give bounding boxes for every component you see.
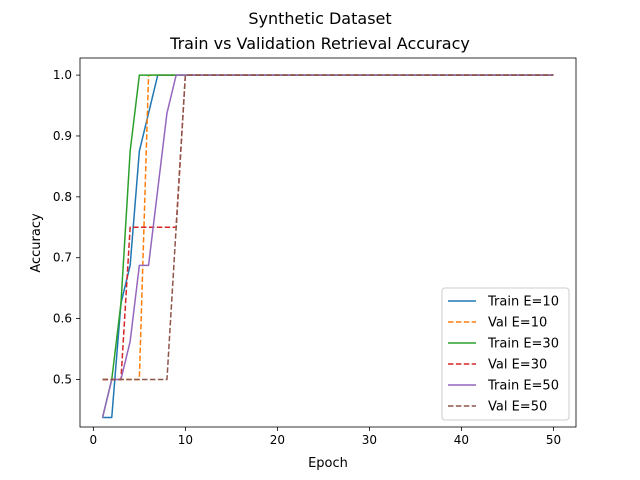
- series-line-5: [102, 74, 554, 381]
- plot-area: 0 10 20 30 40 50 0.5 0.6 0.7 0.8 0.9 1.0: [53, 57, 577, 447]
- legend: Train E=10 Val E=10 Train E=30 Val E=30 Trai…: [441, 287, 570, 421]
- chart-title: Synthetic Dataset: [248, 9, 391, 28]
- legend-label-4: Train E=50: [487, 379, 559, 394]
- legend-box: [441, 287, 570, 421]
- legend-label-2: Train E=30: [487, 337, 559, 352]
- x-tick-label: 30: [362, 433, 377, 447]
- y-axis-label: Accuracy: [29, 213, 44, 273]
- x-tick-label: 0: [90, 433, 98, 447]
- chart-subtitle: Train vs Validation Retrieval Accuracy: [169, 34, 470, 53]
- legend-label-3: Val E=30: [488, 358, 547, 373]
- y-tick-label: 0.9: [53, 129, 72, 143]
- series-line-0: [102, 74, 554, 419]
- x-tick-label: 20: [270, 433, 285, 447]
- legend-label-1: Val E=10: [488, 316, 547, 331]
- y-tick-label: 1.0: [53, 68, 72, 82]
- x-tick-label: 10: [178, 433, 193, 447]
- axes-frame: [79, 57, 577, 428]
- legend-label-0: Train E=10: [487, 295, 559, 310]
- y-tick-label: 0.8: [53, 190, 72, 204]
- y-tick-label: 0.7: [53, 251, 72, 265]
- y-tick-label: 0.5: [53, 372, 72, 386]
- x-tick-label: 40: [454, 433, 469, 447]
- series-line-4: [101, 74, 554, 418]
- x-axis-label: Epoch: [308, 456, 348, 471]
- legend-label-5: Val E=50: [488, 400, 547, 415]
- x-tick-label: 50: [546, 433, 561, 447]
- y-tick-label: 0.6: [53, 312, 72, 326]
